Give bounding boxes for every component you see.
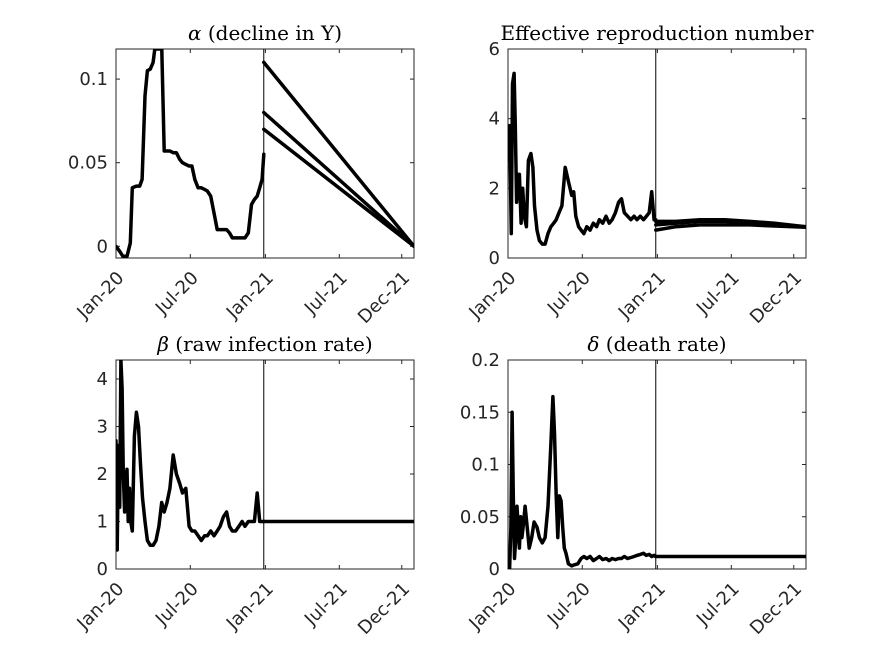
title-symbol: δ [587, 332, 599, 356]
projection-series-line [262, 110, 414, 249]
y-tick-label: 0 [489, 559, 500, 580]
y-tick-label: 0.1 [79, 69, 108, 90]
historical-series-line [508, 394, 658, 569]
y-tick-label: 0 [489, 248, 500, 269]
y-tick-label: 0.05 [68, 153, 108, 174]
title-symbol: α [188, 21, 202, 45]
y-tick-label: 2 [97, 464, 108, 485]
panel-title: Effective reproduction number [500, 21, 814, 45]
series-group [508, 71, 806, 246]
plot-area [507, 359, 807, 570]
y-tick-label: 4 [97, 369, 108, 390]
projection-series-line [654, 223, 806, 232]
y-tick-label: 4 [489, 109, 500, 130]
y-tick-label: 0 [97, 236, 108, 257]
y-tick-label: 0.05 [460, 507, 500, 528]
projection-series-line [262, 60, 414, 249]
title-text: (raw infection rate) [169, 332, 373, 356]
y-tick-label: 0 [97, 559, 108, 580]
y-tick-label: 0.15 [460, 402, 500, 423]
panel-title: δ (death rate) [587, 332, 726, 356]
y-tick-label: 0.2 [471, 350, 500, 371]
title-text: (decline in Y) [202, 21, 343, 45]
y-tick-label: 2 [489, 178, 500, 199]
y-tick-label: 0.1 [471, 455, 500, 476]
y-tick-label: 6 [489, 39, 500, 60]
plot-area [115, 359, 415, 570]
panel-title: α (decline in Y) [188, 21, 342, 45]
series-group [116, 49, 414, 258]
panel-title: β (raw infection rate) [156, 332, 372, 356]
title-text: Effective reproduction number [500, 21, 814, 45]
series-group [116, 360, 414, 552]
historical-series-line [116, 49, 266, 258]
historical-series-line [508, 71, 658, 246]
projection-series-line [262, 127, 414, 249]
series-group [508, 394, 806, 569]
title-text: (death rate) [599, 332, 726, 356]
y-tick-label: 1 [97, 512, 108, 533]
reproduction-number-panel: Effective reproduction number 0246Jan-20… [464, 21, 814, 328]
historical-series-line [116, 360, 266, 552]
title-symbol: β [156, 332, 169, 356]
y-tick-label: 3 [97, 417, 108, 438]
